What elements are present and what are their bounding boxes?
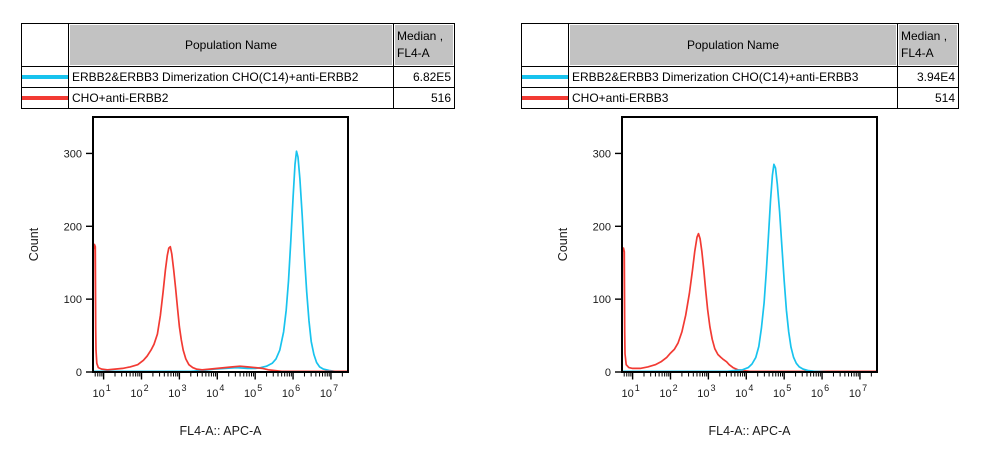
legend-table-left: Population Name Median , FL4-A ERBB2&ERB… — [21, 23, 455, 109]
y-tick-label: 300 — [64, 148, 82, 160]
table-row: CHO+anti-ERBB2 516 — [21, 87, 455, 109]
y-tick-label: 100 — [64, 294, 82, 306]
legend-header-row: Population Name Median , FL4-A — [21, 23, 455, 67]
median-header-line2: FL4-A — [901, 46, 934, 60]
legend-header-row: Population Name Median , FL4-A — [521, 23, 959, 67]
x-axis-label: FL4-A:: APC-A — [180, 424, 263, 438]
median-header: Median , FL4-A — [897, 23, 959, 67]
series-color-swatch-cyan — [22, 75, 68, 79]
median-header-line1: Median , — [901, 29, 948, 43]
x-tick-label: 107 — [320, 383, 338, 400]
series-curve — [621, 232, 877, 373]
swatch-cell — [21, 87, 69, 109]
population-name-cell: ERBB2&ERBB3 Dimerization CHO(C14)+anti-E… — [568, 66, 898, 88]
series-curve — [93, 150, 348, 373]
legend-corner-cell — [521, 23, 569, 67]
swatch-cell — [21, 66, 69, 88]
population-name-cell: CHO+anti-ERBB2 — [68, 87, 394, 109]
median-value-cell: 3.94E4 — [897, 66, 959, 88]
y-tick-label: 200 — [64, 221, 82, 233]
series-color-swatch-red — [22, 96, 68, 100]
x-tick-label: 103 — [168, 383, 186, 400]
population-name-header: Population Name — [568, 23, 898, 67]
legend-table-right: Population Name Median , FL4-A ERBB2&ERB… — [521, 23, 959, 109]
y-tick-label: 0 — [76, 367, 82, 379]
series-color-swatch-red — [522, 96, 568, 100]
x-tick-label: 101 — [92, 383, 110, 400]
y-tick-label: 100 — [593, 294, 611, 306]
table-row: ERBB2&ERBB3 Dimerization CHO(C14)+anti-E… — [21, 66, 455, 88]
flow-histogram-right: 101 102 103 104 105 106 107 0 100 200 300 Count FL4-… — [556, 116, 878, 438]
population-name-header: Population Name — [68, 23, 394, 67]
swatch-cell — [521, 87, 569, 109]
series-color-swatch-cyan — [522, 75, 568, 79]
y-axis-label: Count — [27, 227, 41, 261]
x-tick-label: 104 — [735, 383, 753, 400]
legend-corner-cell — [21, 23, 69, 67]
x-tick-label: 106 — [811, 383, 829, 400]
flow-histogram-left: 101 102 103 104 105 106 107 0 100 200 300 Count FL4-… — [27, 116, 349, 438]
table-row: CHO+anti-ERBB3 514 — [521, 87, 959, 109]
series-curve — [92, 243, 348, 373]
x-tick-label: 102 — [130, 383, 148, 400]
population-name-cell: CHO+anti-ERBB3 — [568, 87, 898, 109]
x-tick-label: 105 — [773, 383, 791, 400]
x-tick-label: 102 — [659, 383, 677, 400]
plot-frame — [92, 116, 349, 373]
median-value-cell: 6.82E5 — [393, 66, 455, 88]
swatch-cell — [521, 66, 569, 88]
x-tick-label: 105 — [244, 383, 262, 400]
median-header: Median , FL4-A — [393, 23, 455, 67]
x-tick-label: 107 — [849, 383, 867, 400]
y-tick-label: 0 — [605, 367, 611, 379]
x-tick-label: 106 — [282, 383, 300, 400]
series-curve — [622, 163, 877, 373]
median-header-line1: Median , — [397, 29, 444, 43]
median-value-cell: 516 — [393, 87, 455, 109]
y-tick-label: 300 — [593, 148, 611, 160]
median-header-line2: FL4-A — [397, 46, 430, 60]
y-axis-label: Count — [556, 227, 570, 261]
table-row: ERBB2&ERBB3 Dimerization CHO(C14)+anti-E… — [521, 66, 959, 88]
x-tick-label: 103 — [697, 383, 715, 400]
population-name-cell: ERBB2&ERBB3 Dimerization CHO(C14)+anti-E… — [68, 66, 394, 88]
median-value-cell: 514 — [897, 87, 959, 109]
x-tick-label: 101 — [621, 383, 639, 400]
x-axis-label: FL4-A:: APC-A — [709, 424, 792, 438]
x-tick-label: 104 — [206, 383, 224, 400]
plot-frame — [621, 116, 878, 373]
y-tick-label: 200 — [593, 221, 611, 233]
